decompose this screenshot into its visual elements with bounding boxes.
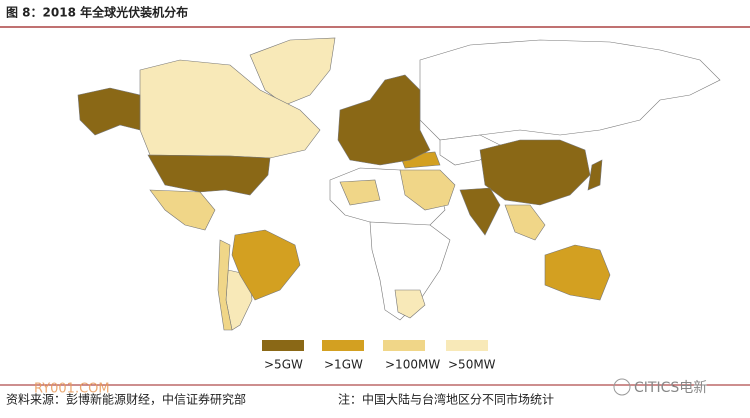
egypt-algeria	[339, 179, 381, 206]
greenland	[249, 37, 336, 106]
legend-label: >50MW	[448, 358, 496, 372]
middle-east	[399, 169, 456, 211]
legend-label: >100MW	[385, 358, 440, 372]
southeast-asia	[504, 204, 546, 241]
watermark-site: RY001.COM	[34, 382, 110, 397]
legend-swatch	[322, 340, 364, 351]
title: 图 8：2018 年全球光伏装机分布	[6, 5, 188, 20]
south-africa	[394, 289, 426, 319]
russia	[419, 39, 721, 141]
legend-swatch	[383, 340, 425, 351]
world-map	[77, 37, 721, 331]
chile	[217, 239, 233, 331]
canada	[139, 59, 321, 159]
legend-swatch	[446, 340, 488, 351]
alaska	[77, 87, 141, 136]
legend-label: >5GW	[264, 358, 303, 372]
note: 注：中国大陆与台湾地区分不同市场统计	[338, 392, 554, 407]
legend-label: >1GW	[324, 358, 363, 372]
europe	[337, 74, 431, 166]
wechat-icon	[613, 378, 631, 396]
japan	[587, 159, 603, 191]
central-asia	[439, 134, 501, 166]
india	[459, 187, 501, 236]
legend-swatch	[262, 340, 304, 351]
source: 资料来源：彭博新能源财经，中信证券研究部	[6, 392, 246, 407]
brazil	[231, 229, 301, 301]
china	[479, 139, 591, 206]
mexico	[149, 189, 216, 231]
usa	[147, 154, 271, 196]
australia	[544, 244, 611, 301]
legend: >5GW >1GW >100MW >50MW	[262, 340, 496, 372]
watermark-account: CITICS电新	[634, 380, 707, 396]
